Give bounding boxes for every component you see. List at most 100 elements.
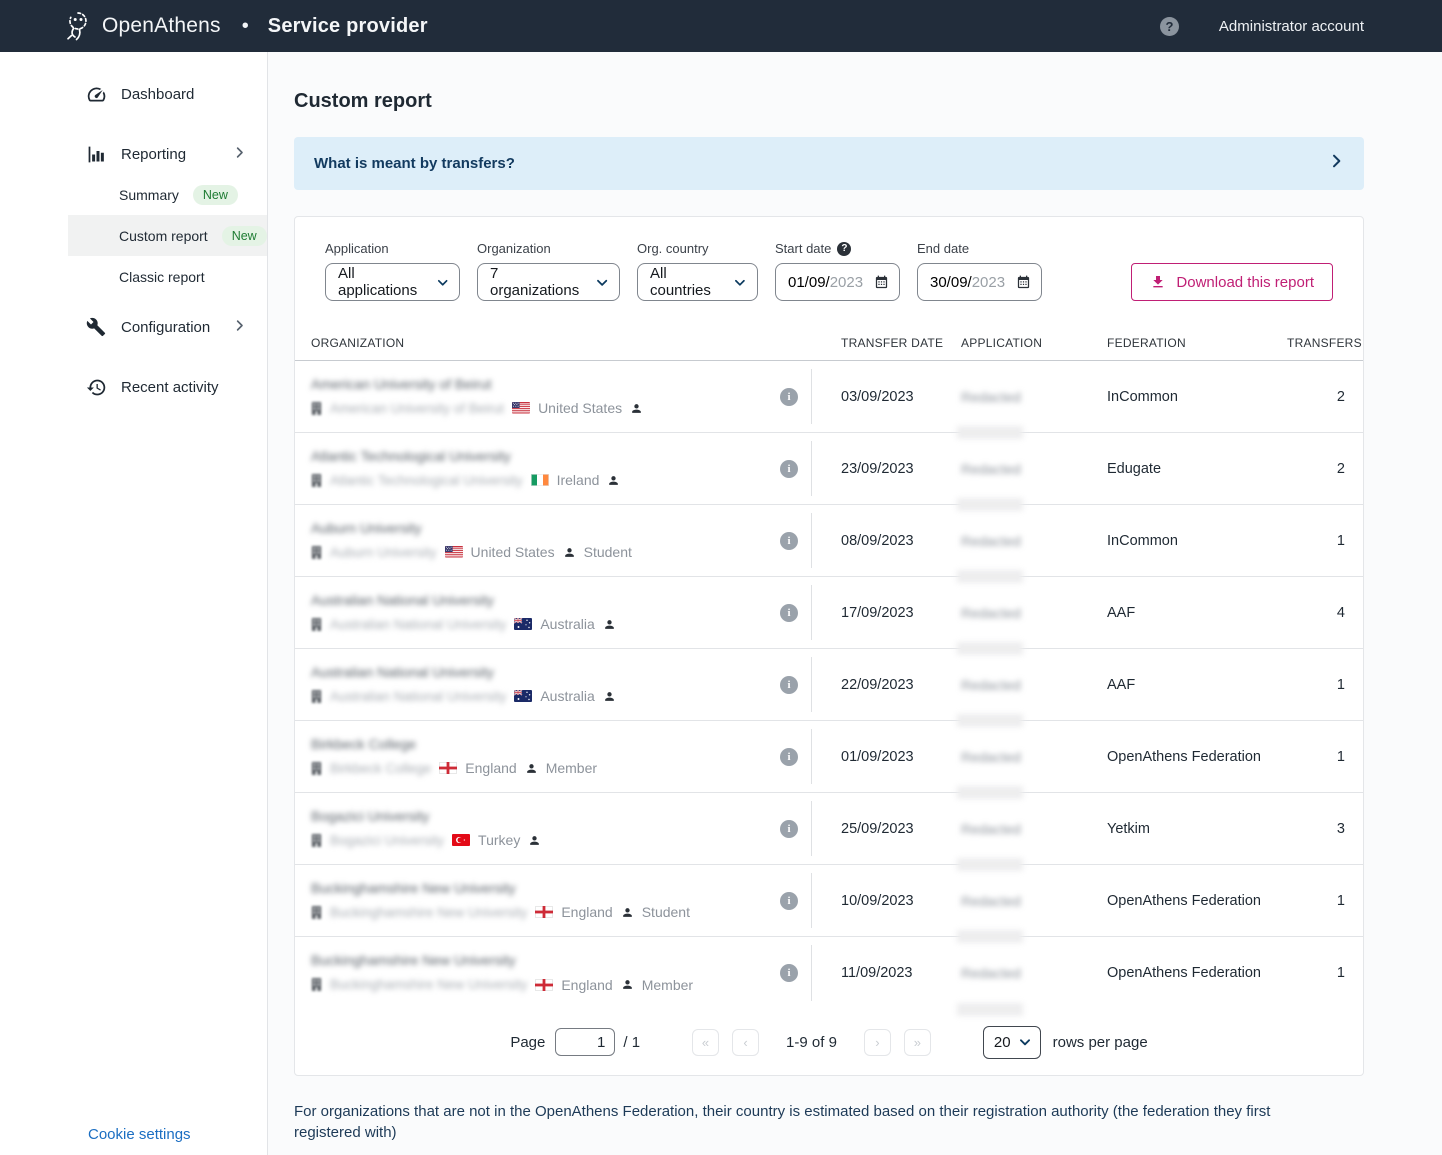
pagination-bar: Page / 1 « ‹ 1-9 of 9 › » 20 rows per pa… xyxy=(295,1009,1363,1075)
sidebar-item-label: Reporting xyxy=(121,145,187,163)
sidebar-item-dashboard[interactable]: Dashboard xyxy=(0,74,267,114)
person-icon xyxy=(630,402,643,415)
info-icon[interactable]: i xyxy=(780,603,798,622)
country-flag-icon xyxy=(512,402,531,415)
info-icon[interactable]: i xyxy=(780,819,798,838)
brand[interactable]: OpenAthens • Service provider xyxy=(63,6,428,47)
transfer-date-cell: 10/09/2023 xyxy=(811,865,961,936)
transfers-info-banner[interactable]: What is meant by transfers? xyxy=(294,137,1364,190)
rows-per-page-label: rows per page xyxy=(1052,1033,1148,1051)
info-icon[interactable]: i xyxy=(780,964,798,982)
organization-subname-redacted: Birkbeck College xyxy=(330,760,432,776)
column-organization: ORGANIZATION xyxy=(311,335,405,350)
transfer-date-cell: 17/09/2023 xyxy=(811,577,961,648)
org-country-select[interactable]: All countries xyxy=(637,263,758,301)
brand-separator: • xyxy=(241,14,249,37)
table-row: Auburn University Auburn University Unit… xyxy=(295,505,1363,583)
application-redaction-smudge xyxy=(957,786,1023,799)
calendar-icon[interactable] xyxy=(874,275,889,290)
table-row: Australian National University Australia… xyxy=(295,649,1363,727)
country-label: England xyxy=(561,904,613,921)
organization-cell: Bogazici University Bogazici University … xyxy=(311,809,767,848)
banner-text: What is meant by transfers? xyxy=(314,155,515,172)
organization-name-redacted: Birkbeck College xyxy=(311,735,417,752)
organization-name-redacted: Australian National University xyxy=(311,663,494,680)
organization-name-redacted: American University of Beirut xyxy=(311,375,492,392)
sidebar-item-summary[interactable]: Summary New xyxy=(68,174,267,215)
product-name: Service provider xyxy=(267,14,428,37)
application-name-redacted: Redacted xyxy=(961,820,1021,837)
sidebar-item-reporting[interactable]: Reporting xyxy=(0,134,267,174)
help-icon[interactable]: ? xyxy=(837,241,852,256)
chevron-right-icon xyxy=(232,145,247,164)
transfer-date-cell: 01/09/2023 xyxy=(811,721,961,792)
organization-name-redacted: Buckinghamshire New University xyxy=(311,879,516,896)
end-date-value: 30/09/ xyxy=(930,273,972,291)
application-name-redacted: Redacted xyxy=(961,965,1021,981)
sidebar-item-configuration[interactable]: Configuration xyxy=(0,307,267,347)
end-date-input[interactable]: 30/09/2023 xyxy=(917,263,1042,301)
last-page-button[interactable]: » xyxy=(903,1028,931,1056)
openathens-owl-logo-icon xyxy=(63,8,93,47)
org-country-select-value: All countries xyxy=(650,265,711,299)
application-select[interactable]: All applications xyxy=(325,263,460,301)
application-select-value: All applications xyxy=(338,265,418,299)
country-label: United States xyxy=(538,400,623,417)
sidebar-item-custom-report[interactable]: Custom report New xyxy=(68,215,267,256)
application-name-redacted: Redacted xyxy=(961,676,1021,693)
building-icon xyxy=(311,833,322,847)
organization-cell: Auburn University Auburn University Unit… xyxy=(311,521,767,561)
help-icon[interactable]: ? xyxy=(1159,16,1179,36)
organization-subname-redacted: Atlantic Technological University xyxy=(330,472,523,488)
person-icon xyxy=(607,474,620,487)
account-menu[interactable]: Administrator account xyxy=(1218,17,1364,35)
info-icon[interactable]: i xyxy=(780,747,798,766)
page-total: / 1 xyxy=(623,1033,641,1051)
sidebar-item-label: Custom report xyxy=(119,227,208,244)
application-redaction-smudge xyxy=(957,858,1023,871)
prev-page-button[interactable]: ‹ xyxy=(732,1028,760,1056)
calendar-icon[interactable] xyxy=(1016,275,1031,290)
transfer-date-cell: 08/09/2023 xyxy=(811,505,961,576)
organization-subname-redacted: American University of Beirut xyxy=(330,400,505,416)
sidebar-item-label: Summary xyxy=(119,186,179,203)
building-icon xyxy=(311,617,322,631)
info-icon[interactable]: i xyxy=(780,387,798,406)
transfers-count-cell: 1 xyxy=(1336,748,1345,765)
history-icon xyxy=(85,377,107,398)
column-transfer-date: TRANSFER DATE xyxy=(841,335,944,350)
federation-cell: OpenAthens Federation xyxy=(1107,965,1261,981)
country-label: England xyxy=(561,976,613,993)
cookie-settings-link[interactable]: Cookie settings xyxy=(88,1126,191,1143)
chevron-down-icon xyxy=(1019,1039,1030,1046)
organization-cell: Australian National University Australia… xyxy=(311,593,767,632)
next-page-button[interactable]: › xyxy=(863,1028,891,1056)
sidebar-item-recent-activity[interactable]: Recent activity xyxy=(0,367,267,407)
start-date-input[interactable]: 01/09/2023 xyxy=(775,263,900,301)
application-filter-label: Application xyxy=(325,241,389,256)
application-cell: Redacted xyxy=(957,721,1107,799)
main-content: Custom report What is meant by transfers… xyxy=(268,52,1442,1155)
info-icon[interactable]: i xyxy=(780,531,798,550)
role-label: Student xyxy=(641,904,690,921)
application-redaction-smudge xyxy=(957,930,1023,943)
info-icon[interactable]: i xyxy=(780,675,798,694)
page-number-input[interactable] xyxy=(555,1028,616,1056)
first-page-button[interactable]: « xyxy=(692,1028,720,1056)
building-icon xyxy=(311,978,322,992)
federation-footnote: For organizations that are not in the Op… xyxy=(294,1103,1271,1141)
info-icon[interactable]: i xyxy=(780,459,798,478)
chevron-right-icon xyxy=(232,318,247,337)
building-icon xyxy=(311,401,322,415)
info-icon[interactable]: i xyxy=(780,891,798,910)
download-report-button[interactable]: Download this report xyxy=(1131,263,1333,301)
table-row: American University of Beirut American U… xyxy=(295,361,1363,439)
sidebar-item-classic-report[interactable]: Classic report xyxy=(68,256,267,297)
organization-select[interactable]: 7 organizations xyxy=(477,263,620,301)
start-date-value: 01/09/ xyxy=(788,273,830,291)
column-transfers: TRANSFERS xyxy=(1287,335,1362,350)
application-name-redacted: Redacted xyxy=(961,388,1021,405)
application-redaction-smudge xyxy=(957,1003,1023,1016)
org-country-filter-label: Org. country xyxy=(637,241,709,256)
rows-per-page-select[interactable]: 20 xyxy=(982,1025,1041,1059)
